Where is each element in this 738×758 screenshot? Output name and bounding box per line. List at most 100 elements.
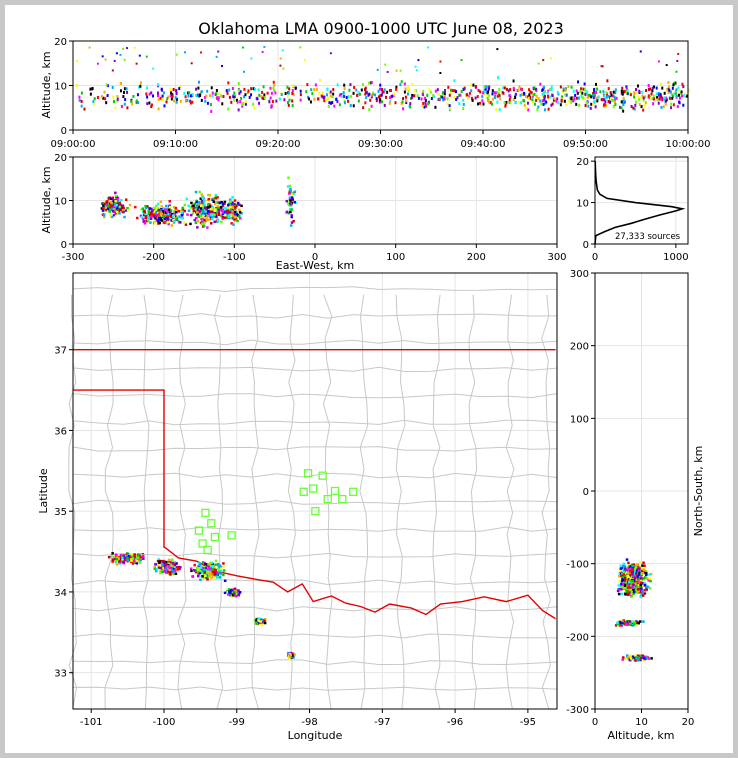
source-point — [205, 571, 209, 574]
source-point — [196, 213, 199, 216]
source-point — [622, 587, 626, 590]
source-point — [118, 201, 122, 205]
source-point — [241, 104, 244, 108]
source-point — [468, 91, 471, 95]
source-point — [136, 93, 139, 97]
source-point — [287, 651, 290, 655]
source-point — [194, 221, 198, 224]
source-point — [139, 555, 142, 559]
source-point — [531, 93, 534, 97]
source-point — [171, 93, 174, 97]
source-point — [103, 215, 106, 219]
source-point — [533, 92, 536, 96]
source-point — [218, 207, 222, 210]
source-point — [233, 207, 237, 210]
source-point — [130, 559, 133, 562]
source-point — [258, 101, 261, 105]
source-point — [202, 201, 205, 205]
source-point — [539, 82, 542, 86]
source-point — [675, 88, 678, 92]
county-line — [72, 313, 558, 319]
source-point — [103, 90, 106, 94]
source-point — [161, 94, 164, 98]
source-point — [260, 623, 264, 626]
source-point — [605, 103, 608, 107]
source-point — [153, 221, 157, 225]
source-point — [629, 93, 632, 97]
county-line — [286, 294, 296, 710]
source-point — [637, 95, 640, 99]
source-point — [96, 62, 99, 65]
source-point — [626, 657, 630, 660]
source-point — [172, 99, 175, 103]
source-point — [340, 93, 343, 97]
tick-label: 100 — [570, 414, 589, 425]
source-point — [161, 213, 165, 216]
source-point — [148, 101, 151, 105]
source-point — [592, 96, 595, 100]
source-point — [586, 90, 589, 94]
source-point — [195, 204, 199, 207]
source-point — [586, 95, 589, 99]
source-point — [165, 214, 168, 217]
source-point — [497, 76, 500, 80]
source-point — [227, 205, 231, 208]
source-point — [289, 98, 292, 102]
source-point — [424, 96, 427, 100]
source-point — [208, 205, 212, 208]
source-point — [138, 561, 142, 564]
source-point — [426, 93, 429, 97]
source-point — [135, 554, 138, 557]
source-point — [411, 93, 414, 97]
source-point — [638, 561, 642, 564]
source-point — [364, 92, 367, 96]
source-point — [236, 202, 240, 205]
source-point — [220, 569, 223, 572]
source-point — [305, 90, 308, 94]
source-point — [254, 87, 257, 91]
source-point — [116, 95, 119, 99]
source-point — [625, 654, 629, 657]
source-point — [583, 82, 586, 86]
source-point — [319, 78, 322, 82]
source-point — [462, 98, 465, 102]
source-point — [325, 98, 328, 102]
source-point — [154, 211, 158, 214]
source-point — [179, 209, 183, 213]
source-point — [640, 96, 643, 100]
source-point — [196, 568, 200, 571]
source-point — [154, 215, 158, 219]
source-point — [379, 83, 382, 87]
source-point — [165, 566, 168, 570]
source-point — [124, 98, 127, 102]
source-point — [229, 205, 232, 209]
source-point — [201, 574, 204, 578]
source-point — [441, 95, 444, 99]
source-point — [643, 564, 646, 567]
source-point — [202, 576, 205, 579]
source-point — [631, 585, 634, 589]
source-point — [509, 101, 512, 105]
source-point — [671, 86, 674, 90]
plan-view-ylabel: Latitude — [37, 468, 50, 514]
source-point — [549, 57, 552, 60]
county-line — [72, 393, 558, 399]
source-point — [572, 95, 575, 99]
source-point — [248, 95, 251, 99]
source-point — [642, 96, 645, 100]
source-point — [338, 93, 341, 97]
source-point — [625, 568, 628, 572]
source-point — [206, 226, 209, 229]
source-point — [110, 202, 113, 205]
oklahoma-state-border — [73, 349, 556, 620]
source-point — [208, 571, 212, 574]
source-point — [287, 202, 290, 205]
source-point — [200, 90, 203, 94]
source-point — [209, 210, 212, 213]
source-point — [623, 567, 627, 571]
source-point — [336, 100, 339, 104]
source-point — [135, 216, 139, 220]
source-point — [378, 87, 381, 91]
source-point — [330, 101, 333, 105]
source-point — [147, 209, 151, 213]
